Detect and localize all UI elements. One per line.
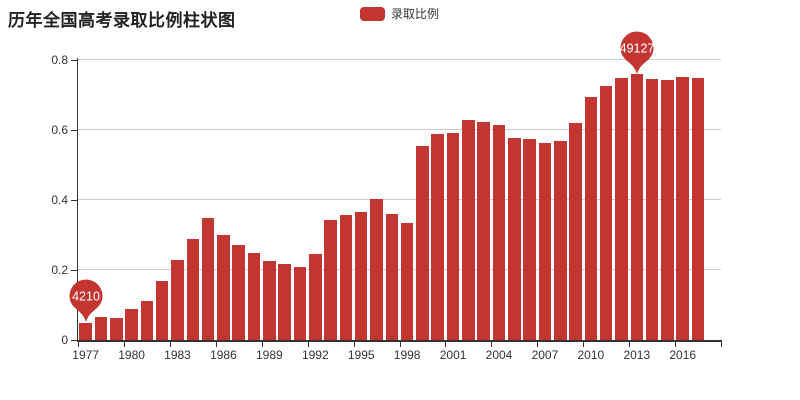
bar-1991[interactable] <box>293 266 307 340</box>
x-tick-4 <box>261 341 263 347</box>
bar-1990[interactable] <box>278 264 291 340</box>
bar-1977[interactable] <box>79 322 92 340</box>
x-tick-1 <box>123 341 125 347</box>
bar-1981[interactable] <box>140 301 154 340</box>
bar-2003[interactable] <box>477 121 490 340</box>
x-axis-label-1989: 1989 <box>256 348 283 362</box>
x-axis-label-2001: 2001 <box>439 348 467 362</box>
legend-swatch <box>360 7 385 21</box>
x-axis-label-2013: 2013 <box>623 348 651 362</box>
bar-2014[interactable] <box>645 79 659 340</box>
bar-1979[interactable] <box>109 317 123 340</box>
markpoint-min-value: 4210 <box>72 290 100 304</box>
x-tick-11 <box>583 341 585 347</box>
bar-2009[interactable] <box>569 123 582 340</box>
x-tick-2 <box>169 341 171 347</box>
y-tick-0.4 <box>71 199 77 201</box>
x-axis-label-1977: 1977 <box>72 348 99 362</box>
y-axis-label-0: 0 <box>61 333 68 347</box>
markpoint-max-shape <box>620 31 654 74</box>
gridline-0.6 <box>78 129 721 130</box>
gridline-0.4 <box>78 199 721 200</box>
y-axis-line <box>76 58 78 342</box>
y-tick-0.8 <box>71 59 77 61</box>
bar-2015[interactable] <box>661 80 674 340</box>
bar-2016[interactable] <box>676 76 689 340</box>
bar-1998[interactable] <box>400 222 414 340</box>
markpoint-max[interactable]: 49127 <box>618 31 656 75</box>
legend-item[interactable]: 录取比例 <box>360 7 439 21</box>
markpoint-min-shape <box>69 279 103 322</box>
bar-2001[interactable] <box>446 132 460 340</box>
bar-1987[interactable] <box>232 244 246 340</box>
x-axis-label-2007: 2007 <box>531 348 559 362</box>
y-axis-label-0.4: 0.4 <box>51 193 68 207</box>
bar-1980[interactable] <box>125 308 138 340</box>
legend-label: 录取比例 <box>391 7 440 21</box>
bar-2010[interactable] <box>584 97 598 340</box>
y-tick-0.2 <box>71 269 77 271</box>
bar-1999[interactable] <box>416 145 429 340</box>
bar-2005[interactable] <box>508 138 521 340</box>
bar-1993[interactable] <box>324 220 337 340</box>
x-axis-label-1998: 1998 <box>393 348 421 362</box>
bar-2000[interactable] <box>431 133 445 340</box>
x-axis-line <box>76 340 722 342</box>
bar-2008[interactable] <box>553 140 567 340</box>
bar-2004[interactable] <box>492 125 506 340</box>
bar-1984[interactable] <box>186 238 200 340</box>
gridline-0.8 <box>78 59 721 60</box>
x-axis-label-1980: 1980 <box>118 348 145 362</box>
x-tick-0 <box>78 341 79 347</box>
bar-1985[interactable] <box>201 217 215 340</box>
bar-1994[interactable] <box>339 214 353 340</box>
bar-2011[interactable] <box>599 86 613 340</box>
bar-1997[interactable] <box>385 214 399 340</box>
bar-2002[interactable] <box>462 120 475 340</box>
x-tick-5 <box>307 341 309 347</box>
bar-1989[interactable] <box>263 260 276 340</box>
bar-1992[interactable] <box>309 253 322 340</box>
bar-1986[interactable] <box>217 235 230 340</box>
x-axis-label-2004: 2004 <box>485 348 513 362</box>
y-axis-label-0.2: 0.2 <box>51 263 68 277</box>
bar-1982[interactable] <box>155 280 169 340</box>
markpoint-min[interactable]: 4210 <box>67 279 105 323</box>
y-axis-label-0.6: 0.6 <box>51 123 68 137</box>
bar-2006[interactable] <box>523 139 536 340</box>
y-tick-0 <box>71 339 77 341</box>
x-axis-label-1983: 1983 <box>164 348 191 362</box>
x-tick-6 <box>353 341 355 347</box>
x-axis-label-1992: 1992 <box>301 348 329 362</box>
x-tick-7 <box>399 341 401 347</box>
x-tick-13 <box>675 341 677 347</box>
bar-2017[interactable] <box>691 78 705 340</box>
bar-1983[interactable] <box>171 259 184 340</box>
x-axis-label-2016: 2016 <box>669 348 697 362</box>
bar-2007[interactable] <box>538 143 552 340</box>
bar-1996[interactable] <box>370 199 383 340</box>
bar-1978[interactable] <box>94 316 108 340</box>
x-tick-8 <box>445 341 447 347</box>
markpoint-max-value: 49127 <box>619 41 654 55</box>
bar-2012[interactable] <box>615 77 628 340</box>
x-axis-label-1986: 1986 <box>210 348 237 362</box>
bar-2013[interactable] <box>630 74 644 340</box>
gridline-0.2 <box>78 269 721 270</box>
bar-1995[interactable] <box>354 211 368 340</box>
x-tick-12 <box>629 341 631 347</box>
chart-title: 历年全国高考录取比例柱状图 <box>8 11 236 30</box>
x-tick-9 <box>491 341 493 347</box>
x-tick-10 <box>537 341 539 347</box>
x-tick-3 <box>215 341 217 347</box>
x-axis-label-1995: 1995 <box>347 348 375 362</box>
x-axis-label-2010: 2010 <box>577 348 605 362</box>
plot-area <box>78 59 721 340</box>
bar-1988[interactable] <box>247 253 261 340</box>
y-axis-label-0.8: 0.8 <box>51 53 68 67</box>
y-tick-0.6 <box>71 129 77 131</box>
x-tick-14 <box>721 341 722 347</box>
